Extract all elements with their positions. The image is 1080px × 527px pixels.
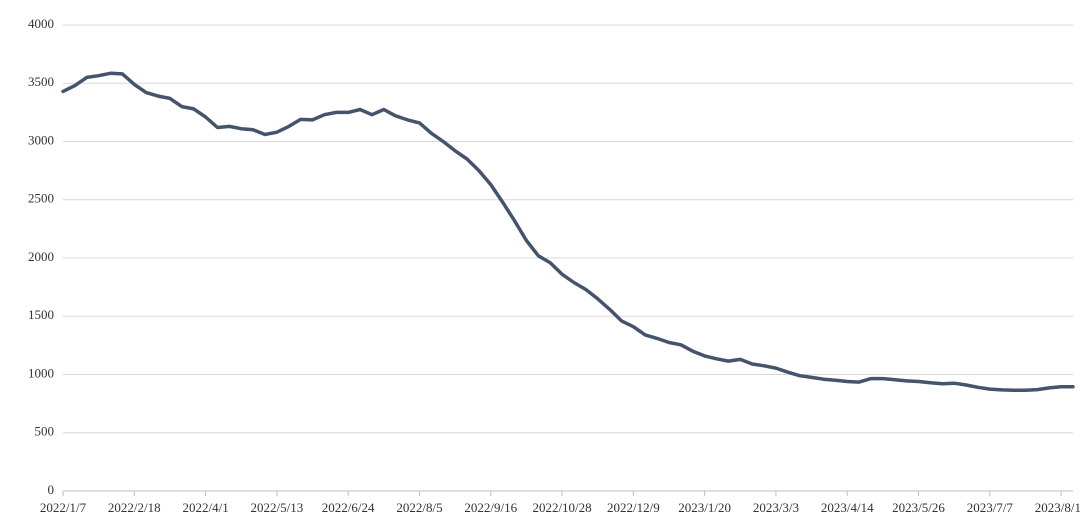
x-tick-label: 2022/9/16 [464,500,517,515]
x-tick-label: 2022/8/5 [396,500,442,515]
x-tick-label: 2022/5/13 [251,500,304,515]
y-tick-label: 1000 [28,365,54,380]
y-tick-label: 3500 [28,74,54,89]
x-tick-label: 2022/1/7 [40,500,87,515]
x-tick-label: 2023/7/7 [967,500,1014,515]
y-tick-label: 3000 [28,132,54,147]
x-tick-label: 2022/2/18 [108,500,161,515]
x-tick-label: 2023/3/3 [753,500,799,515]
x-tick-label: 2023/4/14 [821,500,874,515]
x-tick-label: 2023/8/18 [1035,500,1080,515]
x-tick-label: 2022/10/28 [532,500,591,515]
y-tick-label: 2000 [28,249,54,264]
y-tick-label: 500 [35,424,55,439]
y-tick-label: 0 [48,482,55,497]
x-tick-label: 2022/6/24 [322,500,375,515]
x-tick-label: 2022/4/1 [182,500,228,515]
y-tick-label: 2500 [28,191,54,206]
data-line [61,71,1075,392]
y-tick-label: 1500 [28,307,54,322]
x-tick-label: 2022/12/9 [607,500,660,515]
y-tick-label: 4000 [28,16,54,31]
x-tick-label: 2023/5/26 [892,500,945,515]
x-tick-label: 2023/1/20 [678,500,731,515]
